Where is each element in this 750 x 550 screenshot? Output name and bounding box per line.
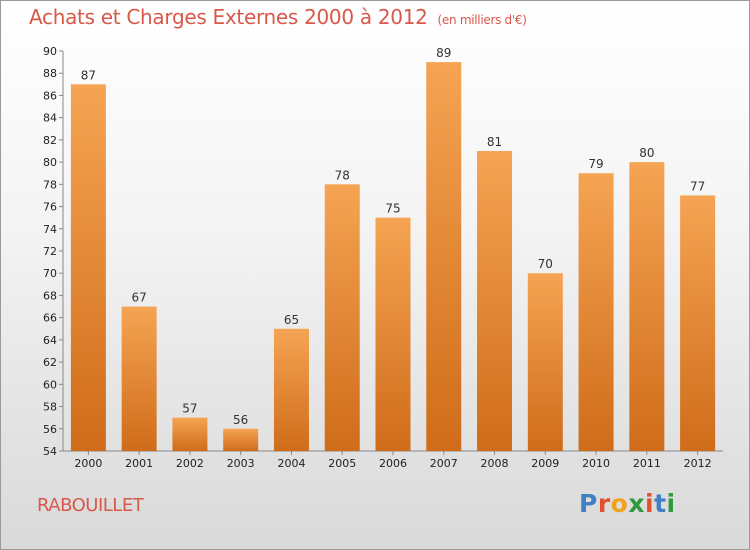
y-tick-label: 66 <box>43 312 57 325</box>
y-tick-label: 60 <box>43 378 57 391</box>
y-tick-label: 62 <box>43 356 57 369</box>
logo-letter: t <box>654 489 667 518</box>
x-tick-label: 2002 <box>176 457 204 470</box>
y-tick-label: 88 <box>43 67 57 80</box>
y-tick-label: 80 <box>43 156 57 169</box>
bar <box>680 195 716 451</box>
logo-letter: i <box>666 489 676 518</box>
bar <box>578 173 614 451</box>
y-tick-label: 58 <box>43 401 57 414</box>
chart-title: Achats et Charges Externes 2000 à 2012 (e… <box>29 5 527 29</box>
x-tick-label: 2006 <box>379 457 407 470</box>
y-tick-label: 74 <box>43 223 57 236</box>
x-tick-label: 2011 <box>633 457 661 470</box>
bar <box>629 162 665 451</box>
bar-value-label: 80 <box>639 146 654 160</box>
bar <box>172 417 208 451</box>
y-tick-label: 78 <box>43 178 57 191</box>
bar <box>70 84 106 451</box>
bar-value-label: 67 <box>132 291 147 305</box>
x-tick-label: 2009 <box>531 457 559 470</box>
bar <box>426 62 462 451</box>
bar-value-label: 75 <box>385 202 400 216</box>
logo-letter: P <box>579 489 598 518</box>
bar <box>375 217 411 451</box>
bar-value-label: 81 <box>487 135 502 149</box>
logo-letter: o <box>610 489 629 518</box>
y-tick-label: 84 <box>43 112 57 125</box>
x-tick-label: 2003 <box>227 457 255 470</box>
x-tick-label: 2004 <box>277 457 305 470</box>
y-tick-label: 90 <box>43 45 57 58</box>
logo-letter: x <box>628 489 645 518</box>
bar-value-label: 89 <box>436 46 451 60</box>
x-tick-label: 2001 <box>125 457 153 470</box>
y-tick-label: 64 <box>43 334 57 347</box>
y-tick-label: 82 <box>43 134 57 147</box>
y-tick-label: 54 <box>43 445 57 458</box>
bar <box>273 328 309 451</box>
bar-value-label: 87 <box>81 68 96 82</box>
bar <box>324 184 360 452</box>
x-tick-label: 2007 <box>430 457 458 470</box>
x-tick-label: 2012 <box>684 457 712 470</box>
x-tick-label: 2010 <box>582 457 610 470</box>
y-tick-label: 56 <box>43 423 57 436</box>
y-tick-label: 70 <box>43 267 57 280</box>
bar-value-label: 65 <box>284 313 299 327</box>
bar-value-label: 70 <box>538 257 553 271</box>
bar-value-label: 79 <box>588 157 603 171</box>
bar <box>527 273 563 451</box>
logo-letter: i <box>645 489 655 518</box>
x-tick-label: 2005 <box>328 457 356 470</box>
y-tick-label: 86 <box>43 89 57 102</box>
bar <box>477 151 513 451</box>
y-tick-label: 76 <box>43 201 57 214</box>
bar-value-label: 56 <box>233 413 248 427</box>
proxiti-logo: Proxiti <box>579 489 676 518</box>
chart-title-text: Achats et Charges Externes 2000 à 2012 <box>29 5 428 29</box>
y-tick-label: 68 <box>43 289 57 302</box>
bar-value-label: 78 <box>335 168 350 182</box>
chart-subtitle: (en milliers d'€) <box>437 13 527 27</box>
bar-value-label: 77 <box>690 179 705 193</box>
commune-name: RABOUILLET <box>37 495 144 516</box>
bar <box>121 306 157 451</box>
bar-value-label: 57 <box>182 402 197 416</box>
chart-bars: 87 67 57 56 65 78 75 89 81 70 79 80 77 <box>70 46 716 452</box>
logo-letter: r <box>597 489 611 518</box>
x-tick-label: 2008 <box>481 457 509 470</box>
x-tick-label: 2000 <box>74 457 102 470</box>
y-tick-label: 72 <box>43 245 57 258</box>
bar <box>223 428 259 451</box>
chart-axes: 54 56 58 60 62 64 66 68 70 72 74 76 78 80 82 84 86 88 90 20… <box>43 45 723 470</box>
